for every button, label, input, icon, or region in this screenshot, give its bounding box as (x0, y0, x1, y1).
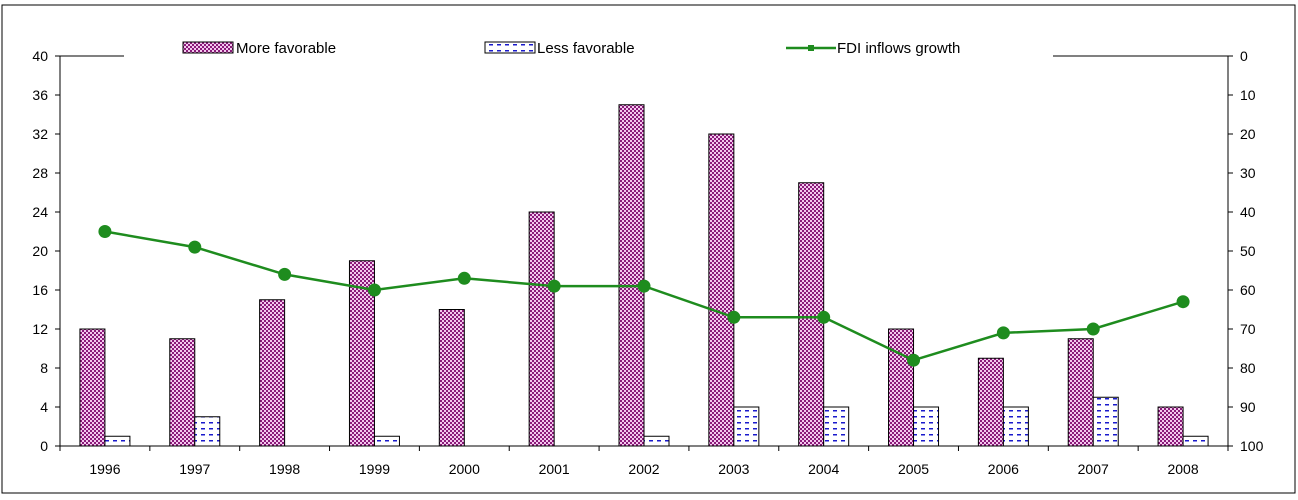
bar-less-favorable (1092, 396, 1119, 447)
x-tick-label: 2003 (718, 461, 749, 477)
left-tick-label: 36 (32, 87, 48, 103)
x-tick-label: 2007 (1078, 461, 1109, 477)
left-tick-label: 0 (40, 438, 48, 454)
legend: More favorable Less favorable FDI inflow… (182, 40, 960, 57)
right-tick-label: 60 (1240, 282, 1256, 298)
x-tick-label: 2002 (628, 461, 659, 477)
series-fdi-inflows-growth (98, 225, 1190, 367)
fdi-point (996, 326, 1010, 340)
right-tick-label: 80 (1240, 360, 1256, 376)
fdi-point (457, 271, 471, 285)
left-y-axis: 0 4 8 12 16 20 24 28 32 36 40 (32, 48, 60, 454)
left-tick-label: 12 (32, 321, 48, 337)
x-tick-label: 2000 (449, 461, 480, 477)
left-tick-label: 32 (32, 126, 48, 142)
right-tick-label: 50 (1240, 243, 1256, 259)
x-tick-label: 2001 (539, 461, 570, 477)
fdi-point (547, 279, 561, 293)
left-tick-label: 4 (40, 399, 48, 415)
right-y-axis: 0 10 20 30 40 50 60 70 80 90 100 (1228, 48, 1264, 454)
x-tick-label: 2006 (988, 461, 1019, 477)
right-tick-label: 0 (1240, 48, 1248, 64)
x-axis: 1996 1997 1998 1999 2000 2001 2002 2003 2004 2005… (59, 446, 1229, 477)
right-tick-label: 100 (1240, 438, 1264, 454)
bar-more-favorable (259, 299, 286, 447)
fdi-point (367, 283, 381, 297)
bar-more-favorable (888, 328, 915, 447)
bar-less-favorable (194, 416, 221, 447)
right-tick-label: 40 (1240, 204, 1256, 220)
x-tick-label: 1999 (359, 461, 390, 477)
chart-border (1, 4, 1296, 494)
x-tick-label: 2004 (808, 461, 839, 477)
bar-less-favorable (104, 435, 131, 447)
fdi-point (727, 310, 741, 324)
right-tick-label: 70 (1240, 321, 1256, 337)
bar-less-favorable (373, 435, 400, 447)
bar-less-favorable (913, 406, 940, 447)
left-tick-label: 16 (32, 282, 48, 298)
bar-less-favorable (1182, 435, 1209, 447)
left-tick-label: 28 (32, 165, 48, 181)
fdi-point (907, 353, 921, 367)
fdi-point (188, 240, 202, 254)
legend-swatch-less-favorable (484, 41, 536, 54)
bar-more-favorable (618, 104, 645, 447)
bar-more-favorable (1067, 338, 1094, 447)
bar-less-favorable (1002, 406, 1029, 447)
left-tick-label: 20 (32, 243, 48, 259)
legend-label-more-favorable: More favorable (236, 40, 336, 57)
left-tick-label: 8 (40, 360, 48, 376)
bar-less-favorable (823, 406, 850, 447)
legend-marker-fdi (808, 45, 814, 51)
fdi-point (278, 267, 292, 281)
bar-more-favorable (1157, 406, 1184, 447)
fdi-point (637, 279, 651, 293)
x-tick-label: 2005 (898, 461, 929, 477)
right-tick-label: 20 (1240, 126, 1256, 142)
series-more-favorable (79, 104, 1184, 447)
left-tick-label: 24 (32, 204, 48, 220)
bar-more-favorable (79, 328, 106, 447)
legend-label-less-favorable: Less favorable (537, 40, 635, 57)
bar-more-favorable (438, 309, 465, 447)
x-tick-label: 1998 (269, 461, 300, 477)
series-less-favorable (104, 396, 1209, 447)
fdi-point (98, 225, 112, 238)
x-tick-label: 1996 (89, 461, 120, 477)
x-tick-label: 1997 (179, 461, 210, 477)
right-tick-label: 90 (1240, 399, 1256, 415)
legend-swatch-more-favorable (182, 41, 234, 54)
bar-more-favorable (977, 357, 1004, 447)
bar-more-favorable (708, 133, 735, 447)
bar-more-favorable (169, 338, 196, 447)
fdi-point (1086, 322, 1100, 336)
fdi-point (817, 310, 831, 324)
bar-less-favorable (643, 435, 670, 447)
legend-label-fdi: FDI inflows growth (837, 40, 960, 57)
x-tick-label: 2008 (1167, 461, 1198, 477)
right-tick-label: 30 (1240, 165, 1256, 181)
bar-less-favorable (733, 406, 760, 447)
fdi-point (1176, 295, 1190, 309)
bar-more-favorable (528, 211, 555, 447)
right-tick-label: 10 (1240, 87, 1256, 103)
left-tick-label: 40 (32, 48, 48, 64)
